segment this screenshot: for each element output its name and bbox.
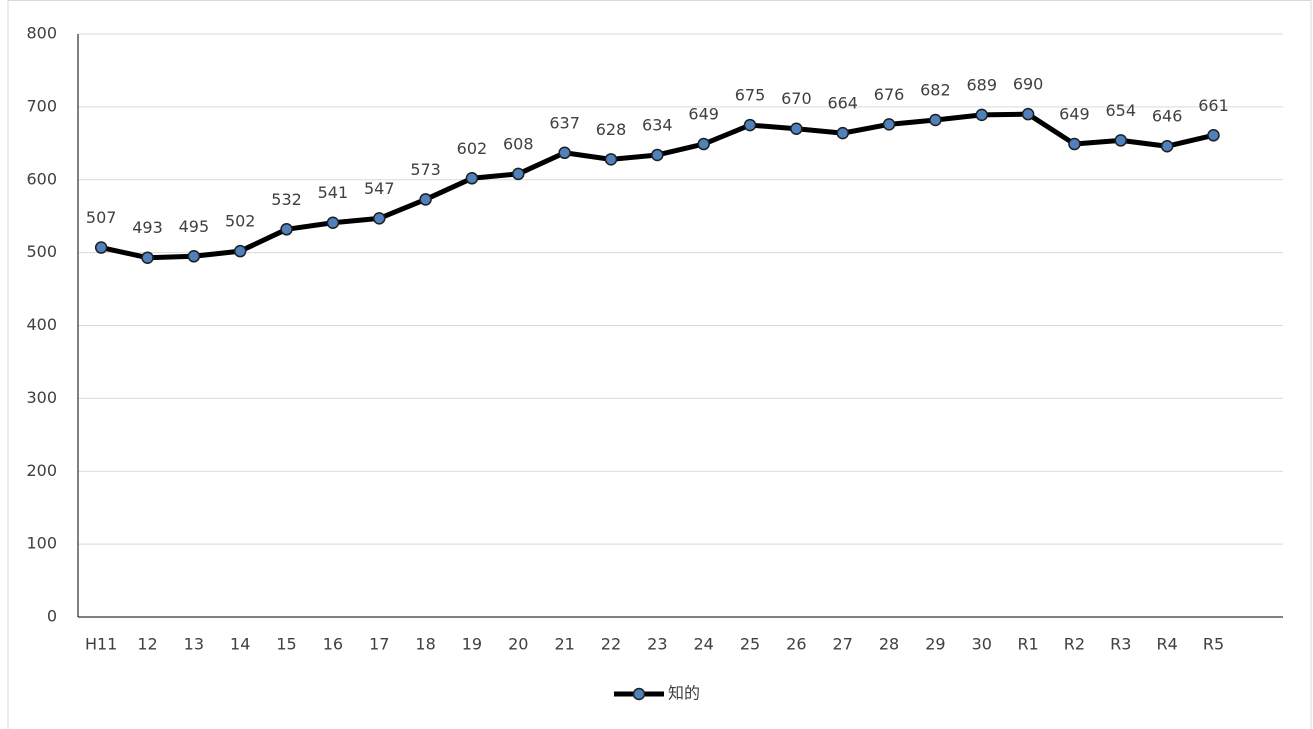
x-tick-label: 22 bbox=[601, 635, 621, 654]
y-tick-label: 500 bbox=[26, 242, 57, 261]
data-label: 654 bbox=[1106, 101, 1137, 120]
x-tick-label: 29 bbox=[925, 635, 945, 654]
data-point bbox=[512, 167, 525, 181]
data-label: 637 bbox=[549, 113, 580, 132]
data-point bbox=[1021, 107, 1035, 121]
x-tick-label: H11 bbox=[85, 635, 117, 654]
x-tick-label: R2 bbox=[1064, 635, 1085, 654]
x-tick-label: 28 bbox=[879, 635, 899, 654]
x-tick-label: 19 bbox=[462, 635, 482, 654]
y-tick-label: 400 bbox=[26, 315, 57, 334]
data-point bbox=[836, 126, 849, 140]
y-tick-label: 200 bbox=[26, 461, 57, 480]
data-point bbox=[94, 241, 108, 254]
x-tick-label: 23 bbox=[647, 635, 667, 654]
x-tick-label: 24 bbox=[693, 635, 713, 654]
legend-marker bbox=[632, 687, 646, 701]
y-tick-label: 300 bbox=[26, 388, 57, 407]
data-label: 507 bbox=[86, 208, 117, 227]
data-point bbox=[1114, 134, 1128, 147]
chart-border bbox=[7, 0, 1312, 729]
data-label: 646 bbox=[1152, 107, 1183, 126]
data-label: 532 bbox=[271, 190, 302, 209]
x-tick-label: 17 bbox=[369, 635, 389, 654]
data-label: 547 bbox=[364, 179, 395, 198]
data-point bbox=[187, 250, 201, 263]
data-label: 675 bbox=[735, 86, 766, 105]
data-point bbox=[1207, 129, 1220, 142]
data-point bbox=[929, 113, 942, 127]
data-point bbox=[604, 153, 618, 166]
data-point bbox=[743, 118, 757, 132]
data-label: 608 bbox=[503, 134, 534, 153]
data-label: 682 bbox=[920, 80, 951, 99]
data-label: 649 bbox=[1059, 105, 1090, 124]
data-point bbox=[419, 193, 432, 206]
y-tick-label: 700 bbox=[26, 96, 57, 115]
data-point bbox=[651, 148, 664, 162]
data-point bbox=[558, 146, 571, 160]
data-point bbox=[280, 223, 293, 236]
x-tick-label: 15 bbox=[276, 635, 296, 654]
x-tick-label: 12 bbox=[137, 635, 157, 654]
data-label: 495 bbox=[179, 217, 210, 236]
data-point bbox=[975, 108, 988, 122]
data-label: 628 bbox=[596, 120, 627, 139]
data-label: 502 bbox=[225, 212, 256, 231]
data-point bbox=[1068, 137, 1081, 151]
x-tick-label: 21 bbox=[554, 635, 574, 654]
y-tick-label: 600 bbox=[26, 169, 57, 188]
data-label: 541 bbox=[318, 183, 349, 202]
x-tick-label: R1 bbox=[1017, 635, 1038, 654]
data-point bbox=[373, 212, 386, 225]
data-label: 661 bbox=[1198, 96, 1229, 115]
x-tick-label: R5 bbox=[1203, 635, 1224, 654]
data-point bbox=[233, 244, 247, 258]
data-point bbox=[697, 137, 710, 151]
x-tick-label: 18 bbox=[415, 635, 435, 654]
data-label: 670 bbox=[781, 89, 812, 108]
data-label: 602 bbox=[457, 139, 488, 158]
data-label: 634 bbox=[642, 115, 673, 134]
x-tick-label: 16 bbox=[323, 635, 343, 654]
data-label: 676 bbox=[874, 85, 905, 104]
data-point bbox=[465, 172, 479, 185]
x-tick-label: R3 bbox=[1110, 635, 1131, 654]
data-label: 573 bbox=[410, 160, 441, 179]
data-label: 690 bbox=[1013, 75, 1044, 94]
x-tick-label: R4 bbox=[1156, 635, 1177, 654]
x-tick-label: 27 bbox=[833, 635, 853, 654]
y-tick-label: 800 bbox=[26, 24, 57, 43]
data-label: 689 bbox=[966, 75, 997, 94]
x-tick-label: 25 bbox=[740, 635, 760, 654]
x-tick-label: 14 bbox=[230, 635, 250, 654]
data-label: 664 bbox=[827, 94, 858, 113]
x-tick-label: 13 bbox=[184, 635, 204, 654]
data-point bbox=[882, 118, 896, 131]
y-tick-label: 100 bbox=[26, 534, 57, 553]
data-point bbox=[790, 122, 803, 135]
data-label: 493 bbox=[132, 218, 163, 237]
legend-label: 知的 bbox=[668, 684, 700, 703]
x-tick-label: 20 bbox=[508, 635, 528, 654]
data-point bbox=[1160, 139, 1174, 153]
data-point bbox=[326, 216, 340, 229]
data-label: 649 bbox=[688, 105, 719, 124]
x-tick-label: 30 bbox=[972, 635, 992, 654]
y-tick-label: 0 bbox=[47, 607, 57, 626]
data-point bbox=[141, 251, 154, 264]
x-tick-label: 26 bbox=[786, 635, 806, 654]
